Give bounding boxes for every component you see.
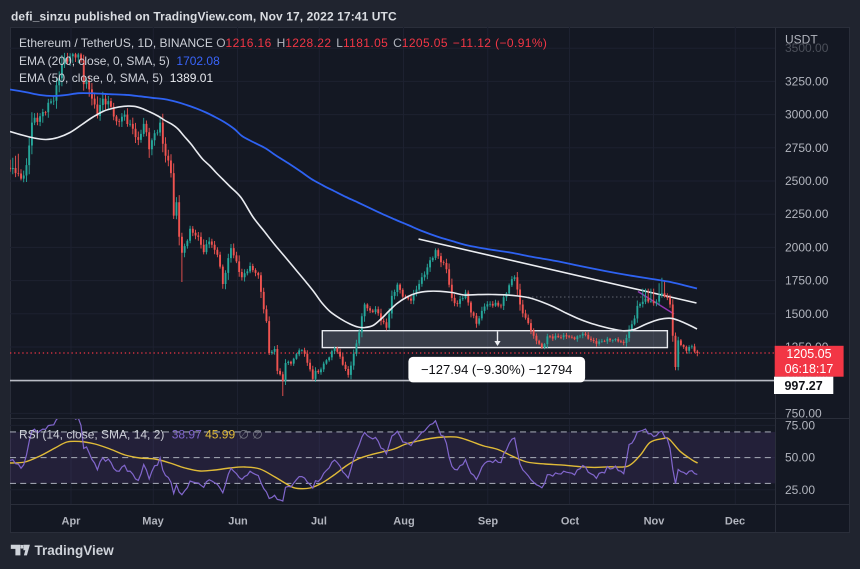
svg-text:06:18:17: 06:18:17	[785, 362, 834, 376]
svg-text:TradingView: TradingView	[35, 543, 115, 558]
svg-text:75.00: 75.00	[785, 418, 815, 432]
svg-text:Ethereum / TetherUS, 1D, BINAN: Ethereum / TetherUS, 1D, BINANCE O1216.1…	[19, 36, 547, 50]
svg-text:3500.00: 3500.00	[785, 41, 829, 55]
svg-text:RSI (14, close, SMA, 14, 2) 3: RSI (14, close, SMA, 14, 2) 38.97 45.99 …	[19, 428, 263, 442]
svg-text:Jul: Jul	[311, 516, 327, 528]
svg-text:USDT: USDT	[785, 33, 818, 47]
svg-text:Nov: Nov	[644, 516, 666, 528]
svg-text:defi_sinzu published on Tradin: defi_sinzu published on TradingView.com,…	[11, 10, 397, 24]
svg-text:Sep: Sep	[478, 516, 498, 528]
svg-text:EMA (200, close, 0, SMA, 5) 1: EMA (200, close, 0, SMA, 5) 1702.08	[19, 54, 220, 68]
svg-text:3000.00: 3000.00	[785, 108, 829, 122]
svg-text:Apr: Apr	[62, 516, 82, 528]
svg-text:997.27: 997.27	[784, 379, 822, 393]
svg-text:2000.00: 2000.00	[785, 240, 829, 254]
svg-text:3250.00: 3250.00	[785, 74, 829, 88]
svg-text:−127.94 (−9.30%) −12794: −127.94 (−9.30%) −12794	[421, 362, 572, 377]
svg-text:Aug: Aug	[393, 516, 414, 528]
svg-text:750.00: 750.00	[785, 406, 822, 420]
svg-text:25.00: 25.00	[785, 483, 815, 497]
svg-text:EMA (50, close, 0, SMA, 5) 13: EMA (50, close, 0, SMA, 5) 1389.01	[19, 71, 213, 85]
svg-text:1750.00: 1750.00	[785, 274, 829, 288]
svg-text:50.00: 50.00	[785, 451, 815, 465]
svg-text:2500.00: 2500.00	[785, 174, 829, 188]
svg-text:Jun: Jun	[228, 516, 248, 528]
svg-text:1500.00: 1500.00	[785, 307, 829, 321]
svg-text:2750.00: 2750.00	[785, 141, 829, 155]
svg-text:Oct: Oct	[561, 516, 580, 528]
svg-text:1205.05: 1205.05	[786, 347, 831, 361]
svg-text:May: May	[142, 516, 164, 528]
svg-text:2250.00: 2250.00	[785, 207, 829, 221]
svg-text:Dec: Dec	[725, 516, 745, 528]
